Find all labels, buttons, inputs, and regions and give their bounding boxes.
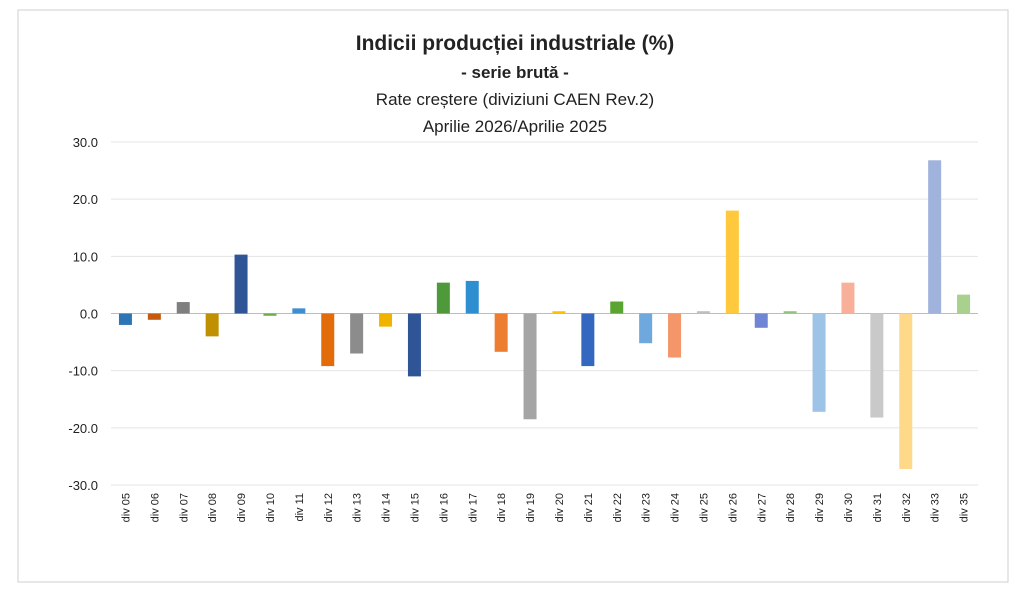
bar — [899, 313, 913, 469]
bar — [957, 294, 971, 314]
x-tick-label: div 12 — [323, 493, 335, 522]
bar — [118, 313, 132, 325]
x-tick-label: div 29 — [814, 493, 826, 522]
bar — [754, 313, 768, 328]
bar — [610, 301, 624, 314]
bar — [725, 210, 739, 314]
bar — [465, 280, 479, 314]
x-tick-label: div 17 — [467, 493, 479, 522]
x-tick-label: div 21 — [583, 493, 595, 522]
x-tick-label: div 35 — [959, 493, 971, 522]
bar — [552, 311, 566, 314]
bar — [176, 302, 190, 314]
x-tick-label: div 06 — [149, 493, 161, 522]
x-tick-label: div 09 — [236, 493, 248, 522]
x-tick-label: div 08 — [207, 493, 219, 522]
x-tick-label: div 30 — [843, 493, 855, 522]
bar — [147, 313, 161, 320]
chart-title: Indicii producției industriale (%) — [356, 32, 675, 55]
x-tick-label: div 33 — [930, 493, 942, 522]
chart-subtitle: Rate creștere (diviziuni CAEN Rev.2) — [376, 90, 654, 109]
bar — [205, 313, 219, 337]
bar — [639, 313, 653, 344]
x-tick-label: div 16 — [438, 493, 450, 522]
bar — [494, 313, 508, 352]
bar — [812, 313, 826, 412]
bar — [696, 311, 710, 314]
x-tick-label: div 23 — [641, 493, 653, 522]
chart-subtitle: Aprilie 2026/Aprilie 2025 — [423, 117, 607, 136]
y-tick-label: -10.0 — [68, 364, 98, 379]
bar — [841, 282, 855, 314]
x-tick-label: div 10 — [265, 493, 277, 522]
y-tick-label: 20.0 — [73, 192, 98, 207]
x-tick-label: div 18 — [496, 493, 508, 522]
bar — [263, 313, 277, 316]
x-tick-label: div 07 — [178, 493, 190, 522]
bar — [523, 313, 537, 420]
bar — [321, 313, 335, 367]
bar — [668, 313, 682, 358]
bar — [783, 311, 797, 314]
x-tick-label: div 19 — [525, 493, 537, 522]
x-tick-label: div 32 — [901, 493, 913, 522]
bar — [350, 313, 364, 354]
bar — [928, 160, 942, 314]
x-tick-label: div 13 — [352, 493, 364, 522]
x-tick-label: div 22 — [612, 493, 624, 522]
x-tick-label: div 15 — [409, 493, 421, 522]
x-tick-label: div 05 — [120, 493, 132, 522]
y-tick-label: -20.0 — [68, 421, 98, 436]
bar — [379, 313, 393, 327]
chart-subtitle: - serie brută - — [461, 63, 569, 82]
bar — [407, 313, 421, 377]
bar — [292, 308, 306, 314]
x-tick-label: div 26 — [727, 493, 739, 522]
x-tick-label: div 28 — [785, 493, 797, 522]
x-tick-label: div 31 — [872, 493, 884, 522]
x-tick-label: div 24 — [670, 493, 682, 522]
bar — [234, 254, 248, 314]
bar — [870, 313, 884, 418]
bar — [436, 282, 450, 314]
x-tick-label: div 14 — [381, 493, 393, 522]
bar — [581, 313, 595, 367]
y-tick-label: 10.0 — [73, 249, 98, 264]
y-tick-label: 30.0 — [73, 135, 98, 150]
x-tick-label: div 25 — [698, 493, 710, 522]
y-tick-label: -30.0 — [68, 478, 98, 493]
y-tick-label: 0.0 — [80, 307, 98, 322]
x-tick-label: div 11 — [294, 493, 306, 522]
x-tick-label: div 20 — [554, 493, 566, 522]
x-tick-label: div 27 — [756, 493, 768, 522]
